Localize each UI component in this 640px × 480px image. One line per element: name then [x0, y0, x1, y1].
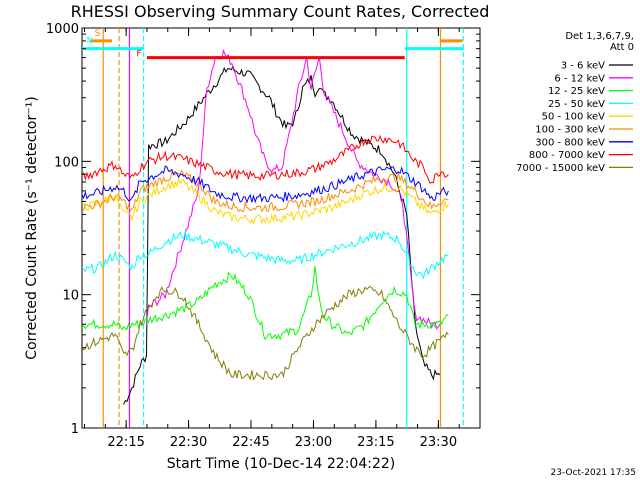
series-line — [81, 165, 449, 204]
legend-label: 12 - 25 keV — [548, 86, 605, 97]
legend-header: Det 1,3,6,7,9, — [565, 31, 634, 42]
x-tick-label: 22:45 — [232, 435, 269, 450]
legend-label: 800 - 7000 keV — [529, 150, 605, 161]
y-tick-label: 100 — [54, 155, 79, 170]
time-marker-label: S — [95, 29, 101, 39]
series-line — [81, 265, 449, 341]
y-axis-label: Corrected Count Rate (s⁻¹ detector⁻¹) — [24, 96, 40, 359]
legend-header: Att 0 — [610, 42, 634, 53]
series-line — [81, 176, 449, 225]
time-marker-label: F — [136, 50, 141, 60]
legend-label: 6 - 12 keV — [554, 73, 605, 84]
series-group — [81, 48, 449, 405]
series-line — [123, 65, 441, 405]
x-axis-ticks: 22:15 22:30 22:45 23:00 23:15 23:30 — [83, 28, 481, 450]
x-tick-label: 23:15 — [357, 435, 394, 450]
x-tick-label: 23:00 — [295, 435, 332, 450]
series-line — [81, 230, 449, 280]
x-tick-label: 23:30 — [420, 435, 457, 450]
x-tick-label: 22:30 — [170, 435, 207, 450]
x-axis-label: Start Time (10-Dec-14 22:04:22) — [167, 456, 395, 472]
plot-frame — [81, 27, 481, 429]
time-marker-label: N — [87, 37, 94, 47]
legend-label: 50 - 100 keV — [542, 112, 606, 123]
x-tick-label: 22:15 — [107, 435, 144, 450]
plot-area — [81, 27, 481, 429]
legend-label: 25 - 50 keV — [548, 99, 605, 110]
series-line — [81, 285, 449, 381]
y-tick-label: 10 — [62, 289, 79, 304]
series-line — [81, 168, 449, 213]
vertical-lines — [102, 28, 464, 428]
series-line — [81, 134, 449, 184]
legend-label: 300 - 800 keV — [535, 137, 605, 148]
legend-label: 100 - 300 keV — [535, 125, 605, 136]
legend-label: 3 - 6 keV — [561, 61, 605, 72]
time-markers: SN F — [82, 29, 464, 60]
footer-timestamp: 23-Oct-2021 17:35 — [551, 468, 636, 478]
y-tick-label: 1 — [71, 422, 79, 437]
y-tick-label: 1000 — [46, 22, 79, 37]
y-axis-ticks: 1 10 100 1000 — [46, 22, 480, 437]
legend-label: 7000 - 15000 keV — [516, 163, 605, 174]
chart-title: RHESSI Observing Summary Count Rates, Co… — [71, 2, 490, 21]
series-line — [146, 48, 441, 330]
